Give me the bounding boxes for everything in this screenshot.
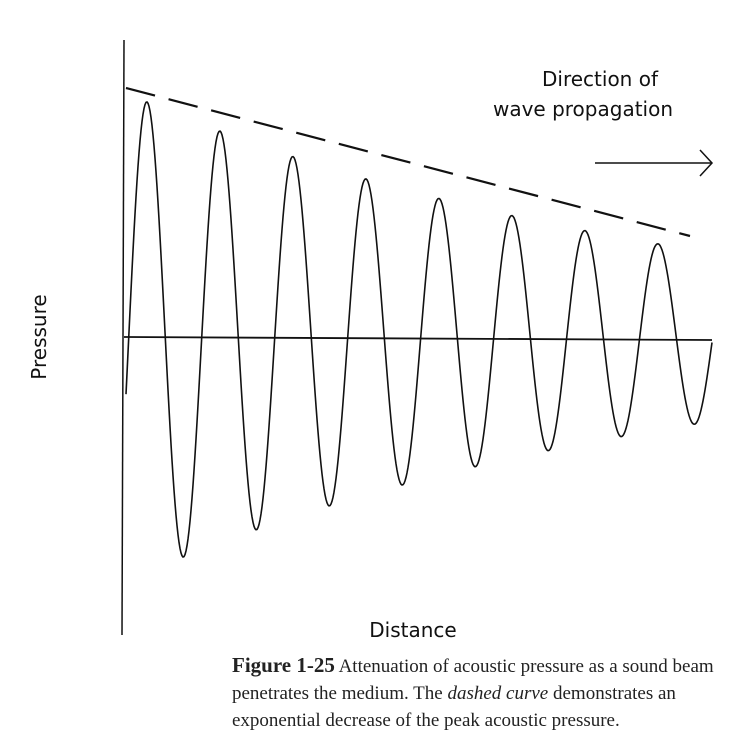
caption-text: Attenuation of acoustic pressure as a so… <box>232 656 714 704</box>
arrow-head <box>699 149 714 177</box>
annotation: Direction of <box>542 67 659 91</box>
wave <box>125 101 713 558</box>
y-axis <box>121 39 125 636</box>
x-axis-label: Distance <box>369 618 456 642</box>
y-axis-label: Pressure <box>27 294 51 379</box>
caption-label: Figure 1-25 <box>232 653 335 677</box>
x-axis <box>123 336 713 341</box>
caption-emphasis: dashed curve <box>447 683 549 704</box>
envelope-dashed <box>125 86 691 238</box>
diagram: Direction of wave propagation Pressure D… <box>27 39 714 642</box>
caption: Figure 1-25 Attenuation of acoustic pres… <box>232 652 720 734</box>
caption-text: demonstrates an exponential decrease of … <box>232 683 676 731</box>
annotation: wave propagation <box>493 97 673 121</box>
